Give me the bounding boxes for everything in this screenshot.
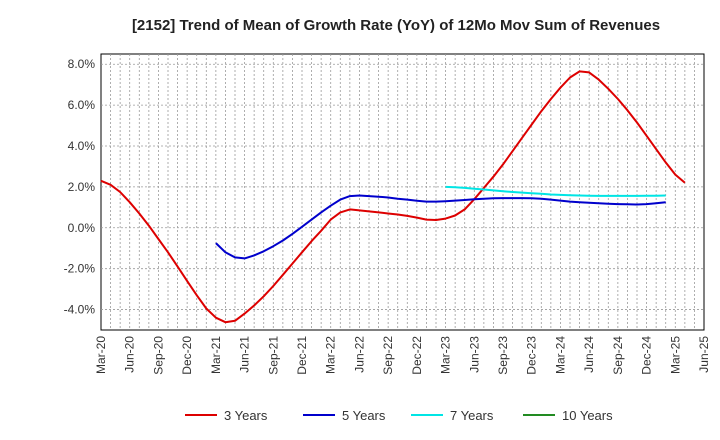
x-tick-label: Dec-21 — [295, 336, 309, 375]
x-tick-label: Sep-22 — [381, 336, 395, 375]
x-tick-label: Jun-23 — [467, 336, 481, 373]
legend-label: 5 Years — [342, 408, 386, 423]
x-tick-label: Dec-23 — [525, 336, 539, 375]
y-tick-label: 8.0% — [68, 57, 96, 71]
x-tick-label: Dec-20 — [180, 336, 194, 375]
x-tick-label: Mar-24 — [553, 336, 567, 374]
series-line-5-years — [215, 194, 666, 260]
legend: 3 Years 5 Years 7 Years 10 Years — [185, 408, 613, 423]
x-tick-label: Mar-23 — [439, 336, 453, 374]
x-tick-label: Jun-22 — [352, 336, 366, 373]
y-tick-label: 4.0% — [68, 139, 96, 153]
y-axis-ticks: 8.0% 6.0% 4.0% 2.0% 0.0% -2.0% -4.0% — [64, 57, 96, 316]
x-tick-label: Dec-22 — [410, 336, 424, 375]
x-tick-label: Mar-22 — [324, 336, 338, 374]
x-tick-label: Jun-25 — [697, 336, 711, 373]
x-tick-label: Mar-25 — [668, 336, 682, 374]
series-line-7-years — [445, 185, 666, 197]
y-tick-label: -4.0% — [64, 303, 96, 317]
x-tick-label: Mar-20 — [94, 336, 108, 374]
x-axis-ticks: Mar-20 Jun-20 Sep-20 Dec-20 Mar-21 Jun-21 Sep-… — [94, 336, 711, 375]
x-tick-label: Sep-23 — [496, 336, 510, 375]
y-tick-label: 6.0% — [68, 98, 96, 112]
x-tick-label: Dec-24 — [640, 336, 654, 375]
x-tick-label: Jun-21 — [238, 336, 252, 373]
plot-area — [100, 53, 705, 331]
y-tick-label: -2.0% — [64, 262, 96, 276]
legend-label: 10 Years — [562, 408, 613, 423]
series-lines — [100, 70, 686, 324]
x-tick-label: Jun-24 — [582, 336, 596, 373]
chart-title: [2152] Trend of Mean of Growth Rate (YoY… — [132, 17, 660, 34]
x-tick-label: Mar-21 — [209, 336, 223, 374]
x-tick-label: Jun-20 — [123, 336, 137, 373]
grid-lines — [101, 54, 704, 330]
series-line-3-years — [100, 70, 686, 324]
legend-label: 3 Years — [224, 408, 268, 423]
legend-label: 7 Years — [450, 408, 494, 423]
x-tick-label: Sep-20 — [151, 336, 165, 375]
x-tick-label: Sep-21 — [266, 336, 280, 375]
y-tick-label: 0.0% — [68, 221, 96, 235]
y-tick-label: 2.0% — [68, 180, 96, 194]
x-tick-label: Sep-24 — [611, 336, 625, 375]
